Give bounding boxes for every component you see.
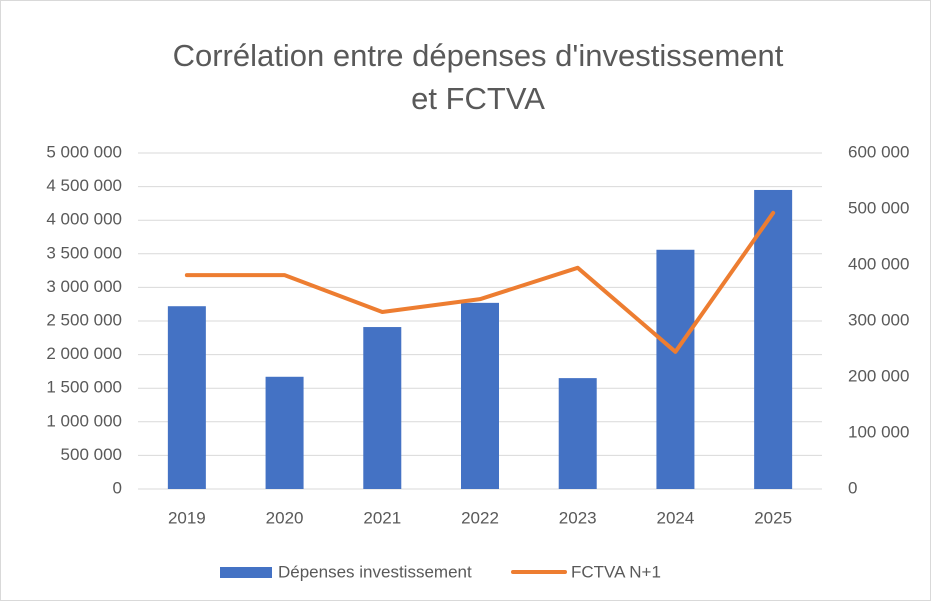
bar (558, 378, 597, 489)
line (184, 210, 776, 354)
y-tick-label: 1 000 000 (46, 411, 122, 430)
y2-tick-label: 100 000 (848, 422, 909, 441)
y-tick-label: 500 000 (61, 445, 122, 464)
y-tick-label: 3 500 000 (46, 243, 122, 262)
legend-label: Dépenses investissement (278, 562, 472, 581)
y-tick-label: 2 500 000 (46, 310, 122, 329)
x-tick-label: 2021 (363, 508, 401, 527)
y2-tick-label: 300 000 (848, 310, 909, 329)
x-tick-label: 2019 (168, 508, 206, 527)
x-tick-label: 2024 (657, 508, 695, 527)
bar (265, 376, 304, 489)
y2-tick-label: 0 (848, 478, 857, 497)
y-tick-label: 0 (113, 478, 122, 497)
y-tick-label: 4 500 000 (46, 176, 122, 195)
x-tick-label: 2020 (266, 508, 304, 527)
y2-tick-label: 400 000 (848, 254, 909, 273)
x-tick-label: 2023 (559, 508, 597, 527)
chart-title: et FCTVA (411, 81, 545, 116)
x-tick-label: 2025 (754, 508, 792, 527)
y-tick-label: 3 000 000 (46, 277, 122, 296)
y2-tick-label: 200 000 (848, 366, 909, 385)
legend-swatch (220, 567, 272, 578)
legend-label: FCTVA N+1 (571, 562, 661, 581)
y-tick-label: 1 500 000 (46, 378, 122, 397)
y2-tick-label: 500 000 (848, 198, 909, 217)
y2-tick-label: 600 000 (848, 142, 909, 161)
bar (754, 189, 793, 489)
bar (461, 302, 499, 489)
y-tick-label: 4 000 000 (46, 210, 122, 229)
bar (656, 249, 695, 489)
bar (363, 327, 402, 489)
y-tick-label: 5 000 000 (46, 142, 122, 161)
x-tick-label: 2022 (461, 508, 499, 527)
chart-title: Corrélation entre dépenses d'investissem… (173, 38, 784, 73)
y-tick-label: 2 000 000 (46, 344, 122, 363)
bar (167, 306, 206, 489)
